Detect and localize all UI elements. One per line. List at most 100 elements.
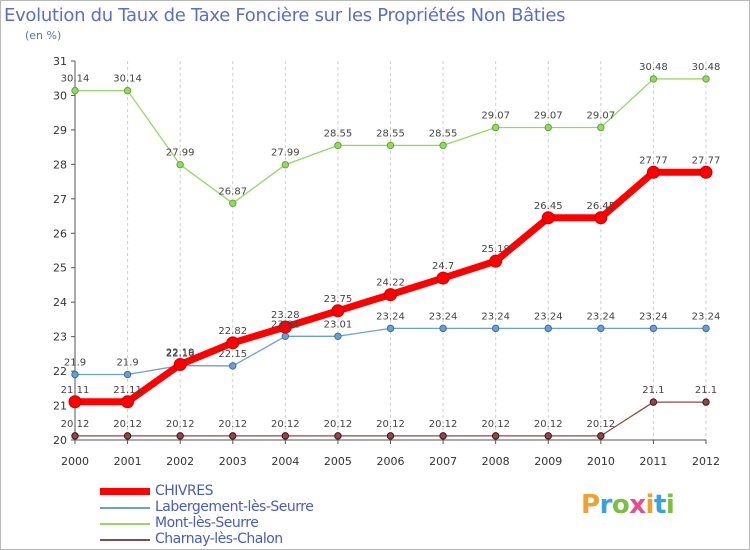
series-layer (68, 75, 713, 440)
data-label: 28.55 (429, 128, 458, 139)
proxiti-logo: Proxiti (581, 490, 675, 520)
x-tick-label: 2003 (219, 455, 247, 468)
y-tick-label: 31 (53, 55, 67, 68)
data-point (702, 75, 710, 83)
data-label: 20.12 (429, 419, 458, 430)
unit-label: (en %) (25, 29, 62, 42)
data-label: 23.24 (481, 311, 510, 322)
data-label: 24.22 (376, 278, 405, 289)
data-point (649, 324, 658, 333)
y-tick-label: 23 (53, 331, 67, 344)
logo-letter: i (645, 490, 655, 520)
data-point (649, 75, 658, 83)
data-point (281, 332, 290, 340)
legend-item-chivres: CHIVRES (100, 483, 400, 500)
data-point (278, 320, 292, 334)
data-point (541, 211, 555, 225)
x-tick-label: 2008 (482, 455, 510, 468)
legend-swatch (100, 488, 150, 495)
data-label: 28.55 (324, 128, 353, 139)
data-label: 23.01 (271, 319, 300, 330)
data-point (71, 432, 79, 440)
data-point (68, 395, 82, 409)
data-label: 20.12 (376, 419, 405, 430)
data-point (702, 398, 710, 406)
x-tick-label: 2009 (534, 455, 562, 468)
data-label: 29.07 (534, 110, 563, 121)
y-tick-label: 20 (53, 434, 67, 447)
x-tick-label: 2002 (166, 455, 194, 468)
data-point (439, 141, 447, 150)
y-tick-label: 22 (53, 365, 67, 378)
y-tick-label: 24 (53, 296, 67, 309)
data-point (544, 123, 552, 132)
legend-swatch (100, 507, 150, 509)
data-label: 22.16 (166, 349, 195, 360)
data-label: 21.9 (64, 358, 86, 369)
legend-item-mont: Mont-lès-Seurre (100, 515, 400, 532)
data-label: 23.01 (324, 319, 353, 330)
data-label: 26.45 (534, 201, 563, 212)
data-point (71, 370, 79, 379)
data-point (123, 432, 132, 440)
x-tick-label: 2000 (61, 455, 89, 468)
legend-label: Mont-lès-Seurre (155, 515, 259, 531)
legend-swatch (100, 539, 150, 541)
data-point (71, 86, 79, 95)
data-point (121, 395, 135, 409)
data-label: 30.14 (113, 74, 142, 85)
x-tick-label: 2004 (271, 455, 299, 468)
legend-label: Charnay-lès-Chalon (155, 531, 283, 547)
data-label: 20.12 (218, 419, 247, 430)
data-label: 23.24 (692, 311, 721, 322)
data-point (649, 398, 658, 406)
data-point (123, 370, 132, 379)
y-tick-label: 29 (53, 124, 67, 137)
data-label: 30.48 (692, 62, 721, 73)
data-point (334, 141, 342, 150)
data-label: 23.24 (639, 311, 668, 322)
x-tick-label: 2007 (429, 455, 457, 468)
data-label: 22.82 (218, 326, 247, 337)
data-label: 22.15 (218, 349, 247, 360)
legend-label: CHIVRES (155, 483, 213, 499)
data-point (491, 432, 500, 440)
data-point (491, 324, 500, 333)
data-label: 23.24 (534, 311, 563, 322)
data-label: 23.24 (587, 311, 616, 322)
x-tick-label: 2005 (324, 455, 352, 468)
data-label: 20.12 (587, 419, 616, 430)
legend-label: Labergement-lès-Seurre (155, 499, 314, 515)
data-point (597, 324, 605, 333)
data-labels: 21.11 21.11 22.19 22.82 23.28 23.75 24.22 24.7 2… (61, 62, 721, 430)
data-label: 20.12 (481, 419, 510, 430)
legend-swatch (100, 523, 150, 525)
data-label: 27.77 (639, 155, 668, 166)
data-label: 30.14 (61, 74, 90, 85)
data-label: 24.7 (432, 261, 454, 272)
data-label: 23.24 (376, 311, 405, 322)
data-label: 27.77 (692, 155, 721, 166)
legend-item-charnay: Charnay-lès-Chalon (100, 531, 400, 548)
data-label: 30.48 (639, 62, 668, 73)
data-label: 25.19 (481, 244, 510, 255)
data-point (229, 362, 237, 370)
y-tick-label: 30 (53, 89, 67, 102)
data-label: 21.1 (695, 385, 717, 396)
logo-letter: t (653, 490, 666, 520)
data-point (699, 165, 713, 179)
data-point (702, 324, 710, 333)
data-label: 26.45 (587, 201, 616, 212)
x-tick-label: 2001 (114, 455, 142, 468)
data-point (436, 271, 450, 285)
data-point (386, 324, 395, 333)
data-point (597, 432, 605, 440)
logo-letter: r (599, 490, 613, 520)
data-point (544, 324, 552, 333)
data-point (331, 304, 345, 318)
data-label: 20.12 (61, 419, 90, 430)
data-label: 20.12 (113, 419, 142, 430)
y-tick-label: 28 (53, 158, 67, 171)
logo-letter: i (665, 490, 675, 520)
